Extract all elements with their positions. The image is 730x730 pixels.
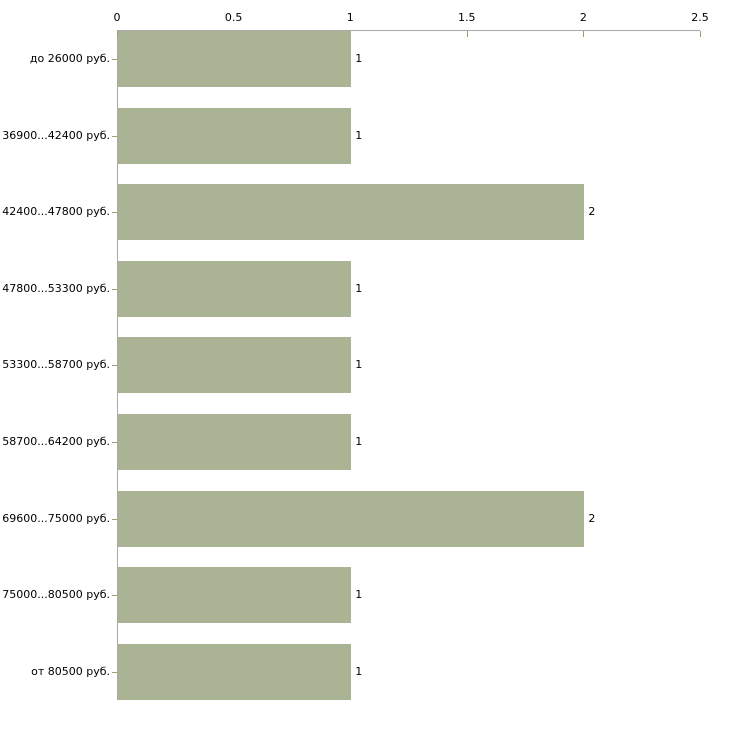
bar-value-label: 2 [588,205,596,219]
bar-value-label: 1 [355,358,363,372]
category-label: 69600...75000 руб. [2,511,110,525]
bar-value-label: 1 [355,435,363,448]
category-label: 75000...80500 руб. [2,588,110,602]
bar-value-label: 1 [355,281,363,295]
x-axis-tick-label: 1.5 [458,11,476,24]
x-axis-tick-label: 1 [346,11,354,24]
x-axis-line [117,30,700,31]
y-axis-tick-mark [112,672,117,673]
bar-value-label: 1 [355,588,363,602]
x-axis-tick-label: 0.5 [224,11,243,24]
bar[interactable] [118,337,352,394]
y-axis-tick-mark [112,365,117,366]
bar[interactable] [118,31,352,87]
bar[interactable] [118,567,352,624]
bar[interactable] [118,260,352,317]
category-label: 53300...58700 руб. [2,358,110,372]
y-axis-tick-mark [112,442,117,443]
y-axis-tick-mark [112,595,117,596]
bar-value-label: 1 [355,664,363,678]
category-label: 47800...53300 руб. [2,281,110,295]
y-axis-tick-mark [112,212,117,213]
y-axis-tick-mark [112,289,117,290]
y-axis-line [117,30,118,700]
x-axis-tick-label: 2.5 [691,11,709,24]
category-label: 58700...64200 руб. [2,435,110,448]
x-axis-tick-mark [466,31,468,37]
category-label: от 80500 руб. [31,664,110,678]
x-axis-tick-mark [583,31,585,37]
bar[interactable] [118,107,352,164]
bar-value-label: 2 [588,511,596,525]
x-axis-tick-mark [117,31,118,37]
category-label: 36900...42400 руб. [2,128,110,142]
x-axis-tick-label: 2 [579,11,587,24]
y-axis-tick-mark [112,136,117,137]
bar[interactable] [118,184,585,241]
x-axis-tick-mark [700,31,701,37]
category-label: 42400...47800 руб. [2,205,110,219]
bar-value-label: 1 [355,128,363,142]
y-axis-tick-mark [112,519,117,520]
bar[interactable] [118,643,352,700]
bar[interactable] [118,490,585,547]
bar-value-label: 1 [355,52,363,65]
bar[interactable] [118,414,352,470]
x-axis-tick-label: 0 [113,11,121,24]
category-label: до 26000 руб. [29,52,110,65]
y-axis-tick-mark [112,59,117,60]
